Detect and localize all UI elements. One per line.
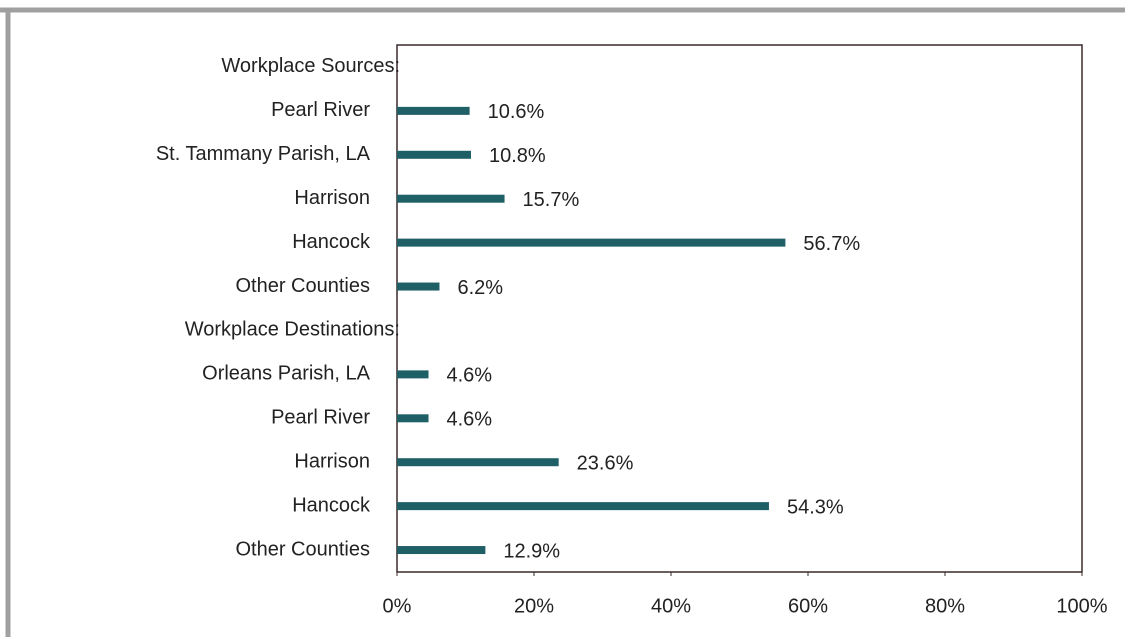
data-label: 15.7%: [523, 189, 580, 211]
group-label: Workplace Sources:: [221, 55, 400, 77]
bar: [397, 106, 470, 115]
bar: [397, 150, 471, 159]
bar: [397, 414, 429, 423]
data-label: 10.6%: [488, 101, 545, 123]
data-label: 10.8%: [489, 145, 546, 167]
y-tick-label: Other Counties: [235, 538, 370, 560]
y-tick-label: Harrison: [294, 187, 370, 209]
data-label: 54.3%: [787, 496, 844, 518]
y-tick-label: Orleans Parish, LA: [202, 363, 371, 385]
x-tick-label: 80%: [925, 595, 965, 617]
bar: [397, 282, 440, 291]
y-tick-label: Pearl River: [271, 99, 370, 121]
y-tick-label: Harrison: [294, 450, 370, 472]
bar: [397, 502, 769, 511]
data-label: 4.6%: [447, 365, 493, 387]
x-tick-label: 0%: [383, 595, 412, 617]
x-tick-label: 60%: [788, 595, 828, 617]
x-tick-label: 40%: [651, 595, 691, 617]
bar: [397, 238, 786, 247]
data-label: 4.6%: [447, 409, 493, 431]
y-tick-label: Hancock: [292, 231, 371, 253]
y-tick-label: Hancock: [292, 494, 371, 516]
x-tick-label: 20%: [514, 595, 554, 617]
data-label: 23.6%: [577, 452, 634, 474]
y-tick-label: Other Counties: [235, 275, 370, 297]
bar: [397, 370, 429, 379]
plot-area: [396, 44, 1083, 573]
data-label: 56.7%: [803, 233, 860, 255]
bar: [397, 546, 486, 555]
y-tick-label: Pearl River: [271, 407, 370, 429]
y-tick-label: St. Tammany Parish, LA: [156, 143, 371, 165]
bar: [397, 458, 559, 467]
bar: [397, 194, 505, 203]
group-label: Workplace Destinations:: [185, 319, 400, 341]
data-label: 6.2%: [457, 277, 503, 299]
x-tick-label: 100%: [1056, 595, 1107, 617]
data-label: 12.9%: [503, 540, 560, 562]
